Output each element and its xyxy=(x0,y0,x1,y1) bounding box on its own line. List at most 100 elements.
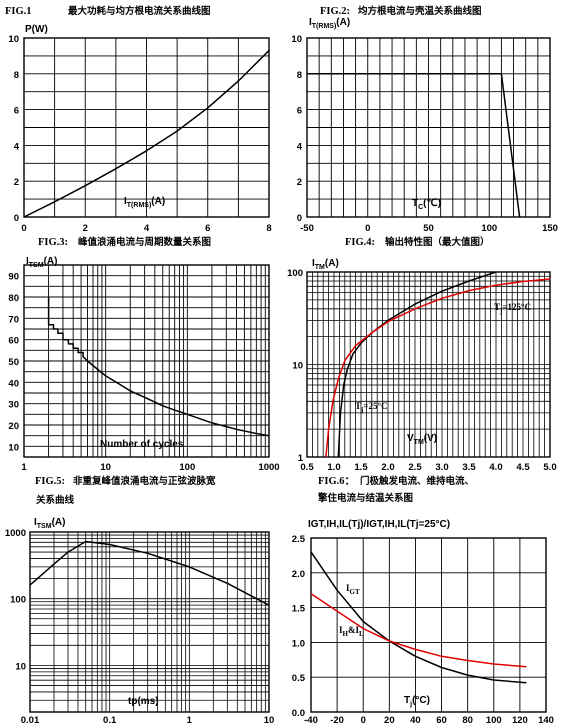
y-tick-label: 10 xyxy=(291,34,302,45)
y-tick-label: 0.5 xyxy=(292,673,306,684)
x-tick-label: 2.5 xyxy=(408,462,422,473)
x-tick-label: 1 xyxy=(187,715,193,726)
x-tick-label: 4.0 xyxy=(489,462,502,473)
x-tick-label: 40 xyxy=(410,715,421,726)
x-tick-label: 4.5 xyxy=(516,462,530,473)
series-line-igt xyxy=(310,551,527,684)
y-tick-label: 1.0 xyxy=(292,638,305,649)
x-tick-label: 100 xyxy=(486,715,502,726)
x-axis-label: VTM(V) xyxy=(407,433,437,446)
x-tick-label: 0.5 xyxy=(300,462,314,473)
x-tick-label: 20 xyxy=(384,715,395,726)
y-tick-label: 100 xyxy=(10,595,26,606)
y-tick-label: 0 xyxy=(14,213,19,224)
chart-fig3: FIG.3: 峰值浪涌电流与周期数量关系图 ITSM(A) Number of cyc… xyxy=(8,236,279,473)
y-tick-label: 10 xyxy=(8,442,19,453)
x-tick-label: 8 xyxy=(266,223,271,234)
x-tick-label: -40 xyxy=(304,715,318,726)
chart-caption-title: 输出特性图（最大值图） xyxy=(385,236,490,248)
annotation-ih-il: IH&IL xyxy=(339,625,364,638)
x-tick-label: 0.01 xyxy=(21,715,40,726)
x-tick-label: -50 xyxy=(300,223,314,234)
x-tick-label: 3.5 xyxy=(462,462,476,473)
x-tick-label: 2.0 xyxy=(381,462,394,473)
series-line-tj-125-c xyxy=(325,278,551,458)
y-axis-label: ITSM(A) xyxy=(26,256,57,269)
chart-fig6: FIG.6： 门极触发电流、维持电流、擎住电流与结温关系图 IGT,IH,IL(Tj… xyxy=(292,475,554,726)
y-tick-label: 2.5 xyxy=(292,534,306,545)
y-tick-label: 2 xyxy=(14,177,19,188)
chart-caption-number: FIG.6： xyxy=(318,476,355,487)
chart-fig1: FIG.1 最大功耗与均方根电流关系曲线图 P(W) IT(RMS)(A) 0 2 4 6 8 1… xyxy=(5,5,272,234)
series-line-ih-il xyxy=(310,593,527,668)
chart-caption-number: FIG.3: xyxy=(38,237,68,248)
x-tick-label: 100 xyxy=(179,462,195,473)
x-tick-label: 0 xyxy=(365,223,370,234)
plot-frame xyxy=(310,537,547,713)
annotation-tj25: Tj=25°C xyxy=(355,401,388,414)
x-tick-label: 5.0 xyxy=(543,462,556,473)
y-tick-label: 10 xyxy=(8,34,19,45)
x-tick-label: 0 xyxy=(21,223,26,234)
y-tick-label: 30 xyxy=(8,400,19,411)
y-tick-label: 6 xyxy=(14,106,19,117)
y-tick-label: 50 xyxy=(8,357,19,368)
y-tick-label: 2 xyxy=(297,177,302,188)
chart-caption-title: 门极触发电流、维持电流、 xyxy=(360,475,474,487)
x-tick-label: 100 xyxy=(481,223,497,234)
x-tick-label: 0 xyxy=(361,715,366,726)
y-tick-label: 8 xyxy=(297,70,302,81)
y-axis-label: ITM(A) xyxy=(312,258,339,271)
chart-caption-number: FIG.4: xyxy=(345,237,375,248)
y-tick-label: 10 xyxy=(15,661,26,672)
x-tick-label: 1 xyxy=(21,462,27,473)
x-axis-label: tp(ms) xyxy=(128,696,159,707)
x-axis-label: Number of cycles xyxy=(100,439,184,450)
x-tick-label: 150 xyxy=(542,223,558,234)
y-axis-label: IGT,IH,IL(Tj)/IGT,IH,IL(Tj=25°C) xyxy=(308,519,450,530)
x-tick-label: 10 xyxy=(100,462,111,473)
x-tick-label: 3.0 xyxy=(435,462,448,473)
x-axis-label: Tj(°C) xyxy=(404,695,430,708)
chart-caption-number: FIG.1 xyxy=(5,6,32,17)
y-tick-label: 80 xyxy=(8,293,19,304)
plot-frame xyxy=(306,271,551,458)
plot-frame xyxy=(29,531,270,713)
plot-frame xyxy=(23,264,270,458)
x-tick-label: 1000 xyxy=(258,462,279,473)
x-tick-label: 1.0 xyxy=(327,462,340,473)
y-tick-label: 4 xyxy=(14,141,20,152)
y-tick-label: 8 xyxy=(14,70,19,81)
plot-frame xyxy=(306,37,551,218)
chart-fig2: FIG.2: 均方根电流与壳温关系曲线图 IT(RMS)(A) TC(℃) 0 2 4 6 8 1… xyxy=(291,5,558,234)
series-line-0 xyxy=(307,73,521,218)
y-axis-label: P(W) xyxy=(25,24,48,35)
series-line-0 xyxy=(29,540,270,606)
y-tick-label: 1.5 xyxy=(292,604,306,615)
y-tick-label: 2.0 xyxy=(292,569,305,580)
y-tick-label: 90 xyxy=(8,272,19,283)
x-tick-label: 50 xyxy=(423,223,434,234)
x-tick-label: 0.1 xyxy=(103,715,117,726)
y-tick-label: 60 xyxy=(8,336,19,347)
y-axis-label: ITSM(A) xyxy=(34,517,65,530)
y-axis-label: IT(RMS)(A) xyxy=(309,17,350,30)
x-tick-label: -20 xyxy=(330,715,344,726)
y-tick-label: 100 xyxy=(287,268,303,279)
chart-caption-number: FIG.2: xyxy=(320,6,350,17)
x-axis-label: TC(℃) xyxy=(412,198,441,211)
y-tick-label: 0 xyxy=(297,213,302,224)
y-tick-label: 10 xyxy=(292,361,303,372)
plot-frame xyxy=(23,37,270,218)
series-line-0 xyxy=(47,297,270,437)
y-tick-label: 1 xyxy=(298,453,304,464)
x-tick-label: 2 xyxy=(83,223,88,234)
chart-caption-title: 峰值浪涌电流与周期数量关系图 xyxy=(78,236,211,248)
chart-caption-title: 非重复峰值浪涌电流与正弦波脉宽 xyxy=(73,475,216,487)
x-tick-label: 10 xyxy=(264,715,275,726)
x-tick-label: 60 xyxy=(436,715,447,726)
y-tick-label: 40 xyxy=(8,378,19,389)
chart-caption-title-line2: 擎住电流与结温关系图 xyxy=(318,492,413,504)
y-tick-label: 70 xyxy=(8,314,19,325)
y-tick-label: 6 xyxy=(297,106,302,117)
